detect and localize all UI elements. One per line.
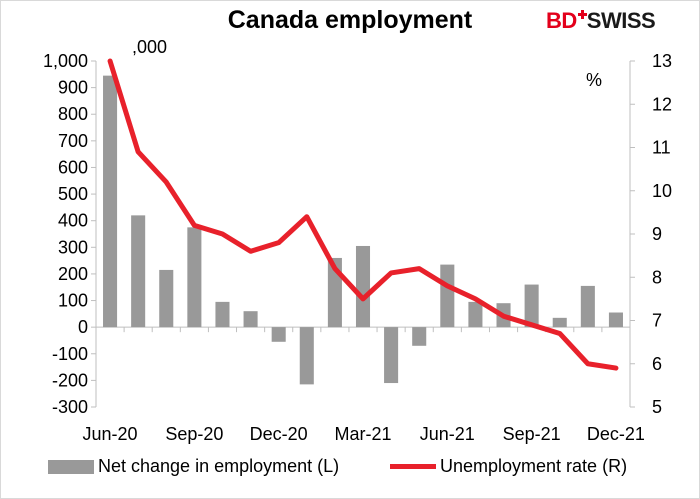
employment-bar: [243, 311, 258, 328]
right-tick-label: 8: [652, 267, 662, 287]
left-tick-label: 400: [58, 211, 88, 231]
left-tick-label: 500: [58, 184, 88, 204]
employment-bar: [103, 75, 118, 328]
legend-item-employment: Net change in employment (L): [48, 456, 339, 477]
left-tick-label: 200: [58, 264, 88, 284]
chart-title: Canada employment: [227, 6, 473, 34]
left-tick-label: -300: [52, 397, 88, 417]
x-tick-label: Sep-21: [503, 424, 561, 444]
left-tick-label: 800: [58, 104, 88, 124]
employment-bar: [215, 301, 230, 328]
x-tick-label: Dec-20: [250, 424, 308, 444]
right-tick-label: 11: [652, 138, 671, 158]
employment-bar: [384, 327, 399, 384]
right-tick-label: 10: [652, 181, 672, 201]
legend-swatch-bar: [48, 459, 94, 474]
left-tick-label: 1,000: [43, 51, 88, 71]
employment-bar: [412, 327, 427, 346]
employment-bar: [440, 264, 455, 328]
bdswiss-logo: BD SWISS: [546, 8, 656, 34]
employment-bar: [608, 312, 623, 328]
logo-plus-icon: [577, 10, 587, 19]
left-tick-label: -200: [52, 370, 88, 390]
unemployment-line: [107, 58, 619, 371]
logo-bd-text: BD: [546, 8, 577, 33]
legend-swatch-line: [390, 464, 436, 469]
employment-bar: [271, 327, 286, 342]
left-tick-label: -100: [52, 344, 88, 364]
employment-bar: [159, 269, 174, 328]
right-tick-label: 9: [652, 224, 662, 244]
left-tick-label: 900: [58, 78, 88, 98]
left-axis-unit: ,000: [132, 37, 168, 57]
legend-item-unemployment: Unemployment rate (R): [390, 456, 627, 477]
x-tick-label: Dec-21: [587, 424, 645, 444]
x-tick-label: Jun-20: [83, 424, 138, 444]
employment-bar: [524, 284, 539, 328]
left-tick-label: 700: [58, 131, 88, 151]
right-tick-label: 7: [652, 311, 662, 331]
left-tick-label: 300: [58, 237, 88, 257]
chart-legend: Net change in employment (L) Unemploymen…: [0, 456, 700, 482]
x-tick-label: Mar-21: [334, 424, 391, 444]
x-tick-label: Sep-20: [165, 424, 223, 444]
right-axis-unit: %: [586, 70, 603, 90]
legend-label-unemployment: Unemployment rate (R): [440, 456, 628, 476]
employment-bar: [131, 215, 146, 328]
employment-bar: [468, 301, 483, 328]
right-tick-label: 6: [652, 354, 662, 374]
x-tick-label: Jun-21: [420, 424, 475, 444]
employment-bar: [299, 327, 314, 385]
employment-bar: [355, 245, 371, 328]
left-tick-label: 100: [58, 291, 88, 311]
right-tick-label: 5: [652, 397, 662, 417]
left-tick-label: 0: [78, 317, 88, 337]
employment-bar: [552, 317, 567, 328]
employment-bar: [580, 285, 595, 328]
legend-label-employment: Net change in employment (L): [98, 456, 340, 476]
logo-swiss-text: SWISS: [586, 8, 656, 33]
right-tick-label: 13: [652, 51, 672, 71]
right-tick-label: 12: [652, 94, 672, 114]
left-tick-label: 600: [58, 157, 88, 177]
employment-bar: [187, 227, 202, 328]
